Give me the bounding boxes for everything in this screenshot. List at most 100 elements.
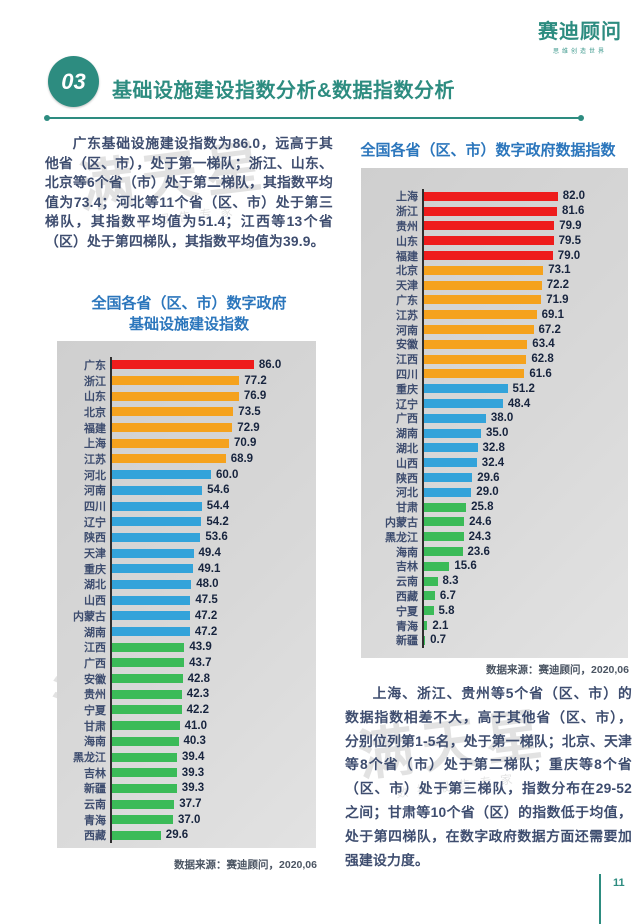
company-name: 赛迪顾问 [538, 21, 622, 43]
section-divider [44, 115, 584, 121]
province-label: 江苏 [84, 453, 106, 466]
bar-track: 29.6 [110, 827, 310, 844]
bar-track: 42.2 [110, 702, 310, 718]
bar-track: 73.1 [422, 262, 622, 278]
bar [112, 360, 254, 370]
right-chart-title: 全国各省（区、市）数字政府数据指数 [360, 142, 616, 159]
chart-row: 河北 60.0 [65, 466, 310, 483]
value-label: 70.9 [234, 437, 257, 450]
province-label: 河北 [84, 469, 106, 482]
chart-row: 黑龙江 24.3 [369, 529, 622, 545]
province-label: 北京 [396, 265, 418, 278]
province-label: 云南 [84, 799, 106, 812]
bar [112, 470, 211, 480]
bar [424, 606, 434, 616]
bar [424, 561, 450, 571]
left-analysis-paragraph: 广东基础设施建设指数为86.0，远高于其他省（区、市），处于第一梯队；浙江、山东… [45, 136, 333, 249]
chart-row: 海南 40.3 [65, 733, 310, 750]
section-number-badge: 03 [48, 56, 99, 107]
province-label: 青海 [396, 620, 418, 633]
bar-track: 32.4 [422, 455, 622, 471]
bar-track: 73.5 [110, 404, 310, 420]
province-label: 辽宁 [396, 398, 418, 411]
chart-row: 山西 32.4 [369, 455, 622, 471]
bar [112, 658, 185, 668]
bar-track: 76.9 [110, 388, 310, 405]
chart-row: 广西 38.0 [369, 410, 622, 426]
value-label: 51.2 [512, 382, 535, 395]
province-label: 湖南 [84, 626, 106, 639]
value-label: 15.6 [454, 560, 477, 573]
bar [112, 799, 175, 809]
bar [112, 532, 201, 542]
bar [112, 407, 234, 417]
bar-track: 53.6 [110, 529, 310, 546]
value-label: 77.2 [244, 374, 267, 387]
bar-track: 32.8 [422, 440, 622, 456]
chart-row: 重庆 51.2 [369, 381, 622, 397]
bar [424, 310, 537, 320]
province-label: 湖北 [84, 579, 106, 592]
province-label: 广东 [84, 359, 106, 372]
chart-row: 辽宁 54.2 [65, 513, 310, 530]
value-label: 86.0 [258, 358, 282, 371]
value-label: 32.4 [481, 456, 505, 469]
value-label: 47.2 [194, 609, 218, 622]
province-label: 浙江 [84, 375, 106, 388]
bar [424, 621, 428, 630]
chart-row: 辽宁 48.4 [369, 396, 622, 411]
chart-row: 陕西 53.6 [65, 529, 310, 546]
province-label: 内蒙古 [73, 610, 106, 623]
province-label: 河北 [396, 487, 418, 500]
province-label: 内蒙古 [385, 516, 418, 529]
province-label: 海南 [84, 736, 106, 749]
right-analysis-paragraph: 上海、浙江、贵州等5个省（区、市）的数据指数相差不大，高于其他省（区、市），分别… [345, 686, 632, 868]
province-label: 广西 [396, 413, 418, 426]
bar [112, 517, 202, 527]
province-label: 安徽 [84, 673, 106, 686]
chart-row: 西藏 29.6 [65, 827, 310, 844]
bar [424, 369, 525, 379]
chart-row: 上海 82.0 [369, 189, 622, 204]
bar-track: 54.4 [110, 498, 310, 514]
value-label: 71.9 [546, 293, 569, 306]
chart-row: 河南 54.6 [65, 482, 310, 499]
chart-row: 江苏 69.1 [369, 307, 622, 323]
province-label: 陕西 [396, 472, 418, 485]
value-label: 73.5 [238, 405, 261, 418]
bar-track: 47.2 [110, 608, 310, 624]
bar [424, 206, 557, 216]
province-label: 甘肃 [396, 502, 418, 515]
chart-row: 宁夏 42.2 [65, 702, 310, 718]
bar [112, 783, 177, 793]
province-label: 福建 [396, 250, 418, 263]
bar [112, 438, 229, 448]
province-label: 重庆 [84, 563, 106, 576]
province-label: 吉林 [396, 561, 418, 574]
bar [112, 548, 194, 558]
bar [112, 768, 177, 778]
province-label: 重庆 [396, 383, 418, 396]
bar [112, 642, 185, 652]
value-label: 49.1 [198, 562, 221, 575]
bar [112, 705, 182, 715]
chart-row: 上海 70.9 [65, 435, 310, 452]
bar-track: 15.6 [422, 558, 622, 574]
value-label: 81.6 [562, 205, 585, 218]
bar [424, 354, 527, 364]
chart-row: 青海 2.1 [369, 618, 622, 633]
chart-row: 贵州 79.9 [369, 218, 622, 234]
bar-track: 43.9 [110, 639, 310, 656]
value-label: 39.3 [181, 766, 205, 779]
section-number: 03 [61, 68, 86, 94]
bar-track: 39.3 [110, 764, 310, 781]
bar-track: 72.2 [422, 277, 622, 293]
chart-row: 四川 61.6 [369, 366, 622, 382]
chart-row: 甘肃 41.0 [65, 717, 310, 734]
chart-row: 广东 71.9 [369, 292, 622, 308]
value-label: 43.9 [189, 641, 212, 654]
province-label: 新疆 [84, 783, 106, 796]
province-label: 安徽 [396, 339, 418, 352]
bar-track: 61.6 [422, 366, 622, 382]
province-label: 宁夏 [84, 704, 106, 717]
